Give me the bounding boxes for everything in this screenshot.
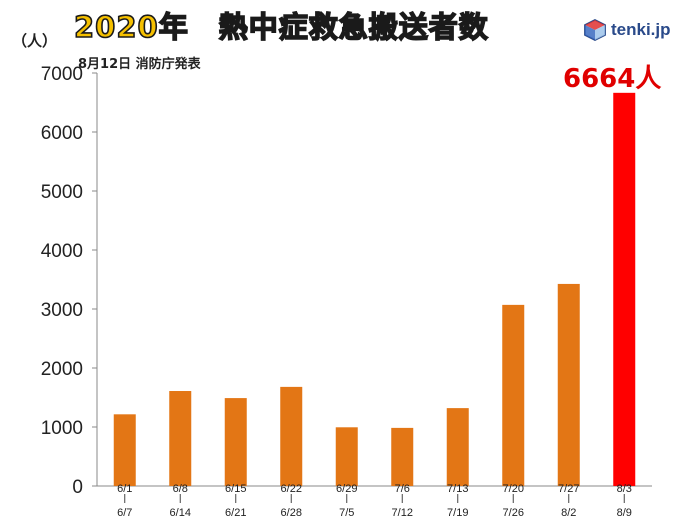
x-tick-label-end: 6/21 <box>225 507 246 519</box>
x-tick-label-end: 6/7 <box>117 507 132 519</box>
bar <box>280 386 303 486</box>
bar <box>557 283 580 486</box>
bar <box>446 408 469 486</box>
bar <box>335 427 358 486</box>
x-tick-label-end: 8/2 <box>561 507 576 519</box>
tenki-logo-icon <box>584 19 606 41</box>
x-tick-label-start: 6/22 <box>281 483 302 495</box>
bar <box>169 391 192 486</box>
y-tick-label: 7000 <box>41 64 83 85</box>
y-tick-label: 3000 <box>41 300 83 321</box>
x-tick-label-start: 6/15 <box>225 483 246 495</box>
y-tick-label: 5000 <box>41 182 83 203</box>
y-tick-label: 1000 <box>41 418 83 439</box>
bar <box>224 398 247 486</box>
x-tick-label-start: 6/29 <box>336 483 357 495</box>
x-tick-label-start: 8/3 <box>617 483 632 495</box>
y-tick-label: 2000 <box>41 359 83 380</box>
bar <box>613 92 636 486</box>
y-axis-unit: （人） <box>12 32 58 50</box>
y-tick-label: 4000 <box>41 241 83 262</box>
bar <box>113 414 136 486</box>
y-tick-label: 0 <box>72 477 83 498</box>
x-tick-label-start: 7/20 <box>503 483 524 495</box>
y-tick-label: 6000 <box>41 123 83 144</box>
x-tick-label-start: 6/8 <box>173 483 188 495</box>
x-tick-label-end: 6/14 <box>170 507 191 519</box>
x-tick-label-end: 6/28 <box>281 507 302 519</box>
x-tick-label-start: 7/13 <box>447 483 468 495</box>
x-tick-label-end: 7/12 <box>392 507 413 519</box>
bar <box>502 304 525 486</box>
x-tick-label-start: 6/1 <box>117 483 132 495</box>
x-tick-label-start: 7/6 <box>395 483 410 495</box>
x-tick-label-end: 7/19 <box>447 507 468 519</box>
x-tick-label-end: 7/26 <box>503 507 524 519</box>
chart-title: 2020年 熱中症救急搬送者数 <box>73 9 489 45</box>
brand[interactable]: tenki.jp <box>584 19 671 41</box>
bar <box>391 427 414 486</box>
x-tick-label-end: 7/5 <box>339 507 354 519</box>
source-note: 8月12日 消防庁発表 <box>78 57 201 72</box>
x-tick-label-end: 8/9 <box>617 507 632 519</box>
highlight-value-label: 6664人 <box>563 64 662 94</box>
brand-name: tenki.jp <box>611 20 671 39</box>
x-tick-label-start: 7/27 <box>558 483 579 495</box>
